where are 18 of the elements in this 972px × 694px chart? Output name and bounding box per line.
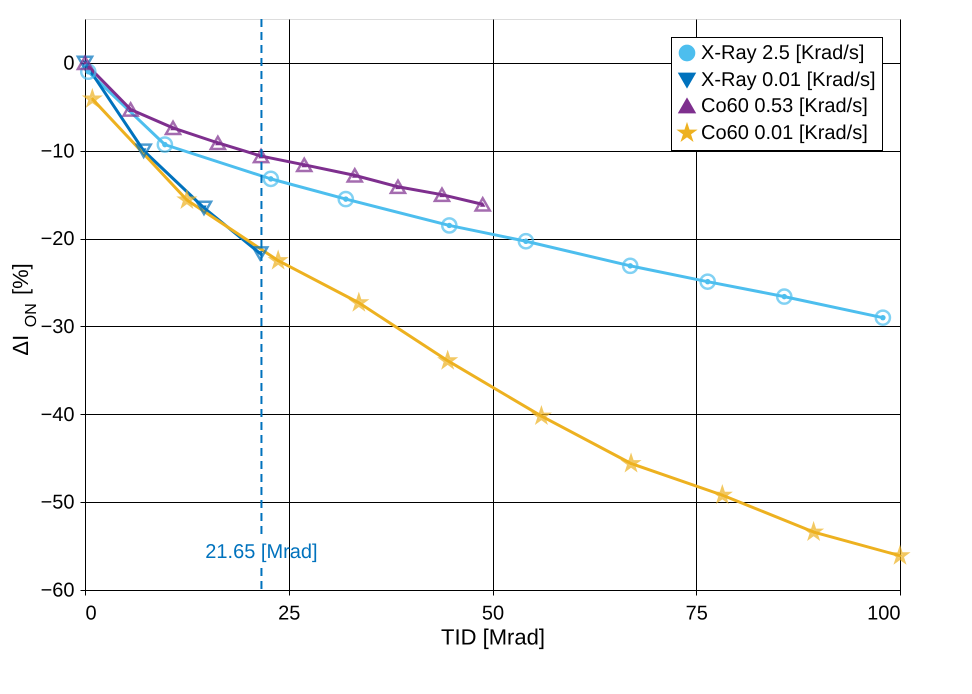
x-tick-label: 75 (686, 602, 708, 624)
x-tick-label: 25 (278, 602, 300, 624)
x-tick-label: 50 (482, 602, 504, 624)
legend-label: X-Ray 2.5 [Krad/s] (701, 42, 864, 64)
y-tick-label: −40 (40, 404, 74, 426)
y-tick-label: −30 (40, 316, 74, 338)
y-tick-label: 0 (63, 52, 74, 74)
y-tick-label: −60 (40, 580, 74, 602)
legend-label: X-Ray 0.01 [Krad/s] (701, 69, 876, 91)
y-tick-label: −50 (40, 492, 74, 514)
y-axis-title: ΔION [%] (8, 263, 40, 356)
legend-label: Co60 0.01 [Krad/s] (701, 122, 868, 144)
y-tick-label: −20 (40, 228, 74, 250)
x-tick-label: 100 (867, 602, 900, 624)
x-tick-label: 0 (86, 602, 97, 624)
x-axis-title: TID [Mrad] (441, 624, 545, 650)
y-tick-label: −10 (40, 140, 74, 162)
legend-label: Co60 0.53 [Krad/s] (701, 95, 868, 117)
